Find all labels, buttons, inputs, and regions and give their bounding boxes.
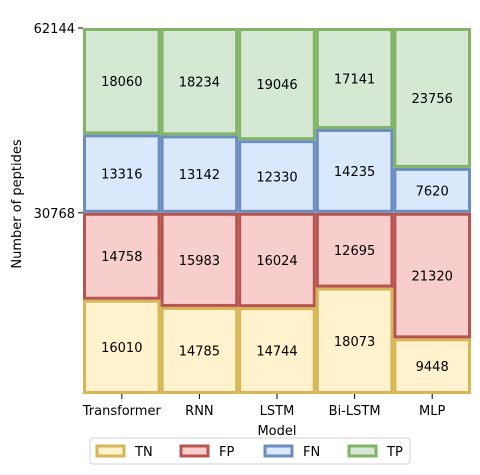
- y-tick-label: 62144: [34, 22, 75, 37]
- data-label-tn-mlp: 9448: [416, 360, 449, 375]
- legend-swatch-tn: [95, 444, 126, 458]
- bar-segment-fp-rnn: [160, 212, 239, 307]
- bar-segment-tn-rnn: [160, 306, 239, 394]
- data-label-tn-rnn: 14785: [179, 344, 220, 359]
- x-axis-title: Model: [257, 424, 296, 439]
- data-label-fp-mlp: 21320: [412, 270, 453, 285]
- data-label-fn-bi-lstm: 14235: [334, 165, 375, 180]
- bar-segment-tn-mlp: [393, 338, 471, 394]
- data-label-tp-mlp: 23756: [412, 92, 453, 107]
- x-tick-label: LSTM: [260, 404, 295, 419]
- x-tick-label: MLP: [419, 404, 445, 419]
- bar-segment-fn-lstm: [238, 140, 316, 213]
- bar-segment-tp-rnn: [160, 28, 239, 136]
- y-axis: 30768 62144: [34, 22, 83, 222]
- data-label-fp-transformer: 14758: [101, 250, 142, 265]
- bar-segment-tp-mlp: [393, 28, 471, 168]
- data-label-fp-rnn: 15983: [179, 254, 220, 269]
- legend-label-tp: TP: [386, 445, 403, 460]
- bar-segment-fn-bi-lstm: [315, 128, 394, 213]
- x-tick-label: Bi-LSTM: [329, 404, 381, 419]
- legend-swatch-fn: [263, 444, 294, 458]
- bar-segment-tn-transformer: [83, 299, 161, 394]
- bar-segment-fn-mlp: [393, 167, 471, 213]
- bar-segment-fn-rnn: [160, 135, 239, 213]
- x-tick-label: RNN: [185, 404, 213, 419]
- bar-segment-tn-bi-lstm: [315, 287, 394, 395]
- bar-segment-tp-bi-lstm: [315, 28, 394, 129]
- bar-segment-fp-lstm: [238, 212, 316, 308]
- data-label-tn-bi-lstm: 18073: [334, 335, 375, 350]
- data-label-fn-transformer: 13316: [101, 168, 142, 183]
- data-label-fp-lstm: 16024: [256, 254, 297, 269]
- plot-area: 16010 14758 13316 18060 14785 15983 13142 18234…: [83, 28, 471, 395]
- data-label-tp-bi-lstm: 17141: [334, 72, 375, 87]
- bar-segment-tn-lstm: [238, 307, 316, 394]
- data-label-fn-mlp: 7620: [416, 184, 449, 199]
- legend-frame: [89, 437, 411, 465]
- data-label-tp-transformer: 18060: [101, 75, 142, 90]
- legend-label-fn: FN: [303, 445, 320, 460]
- legend: TN FP FN TP: [89, 437, 411, 465]
- y-tick-label: 30768: [34, 207, 75, 222]
- data-label-tn-transformer: 16010: [101, 341, 142, 356]
- bar-segment-tp-transformer: [83, 28, 161, 135]
- bar-segment-fp-bi-lstm: [315, 212, 394, 288]
- data-label-fn-rnn: 13142: [179, 168, 220, 183]
- bar-segment-fp-transformer: [83, 212, 161, 300]
- legend-label-fp: FP: [219, 445, 234, 460]
- legend-swatch-fp: [179, 444, 210, 458]
- bar-segment-fp-mlp: [393, 212, 471, 339]
- legend-swatch-tp: [347, 444, 378, 458]
- data-label-tn-lstm: 14744: [256, 345, 297, 360]
- x-axis: Transformer RNN LSTM Bi-LSTM MLP: [82, 394, 446, 419]
- bar-segment-fn-transformer: [83, 134, 161, 213]
- x-tick-label: Transformer: [82, 404, 162, 419]
- legend-label-tn: TN: [134, 445, 153, 460]
- data-label-fn-lstm: 12330: [256, 170, 297, 185]
- data-label-fp-bi-lstm: 12695: [334, 244, 375, 259]
- bar-segment-tp-lstm: [238, 28, 316, 141]
- data-label-tp-lstm: 19046: [256, 78, 297, 93]
- y-axis-title: Number of peptides: [10, 139, 25, 268]
- data-label-tp-rnn: 18234: [179, 76, 220, 91]
